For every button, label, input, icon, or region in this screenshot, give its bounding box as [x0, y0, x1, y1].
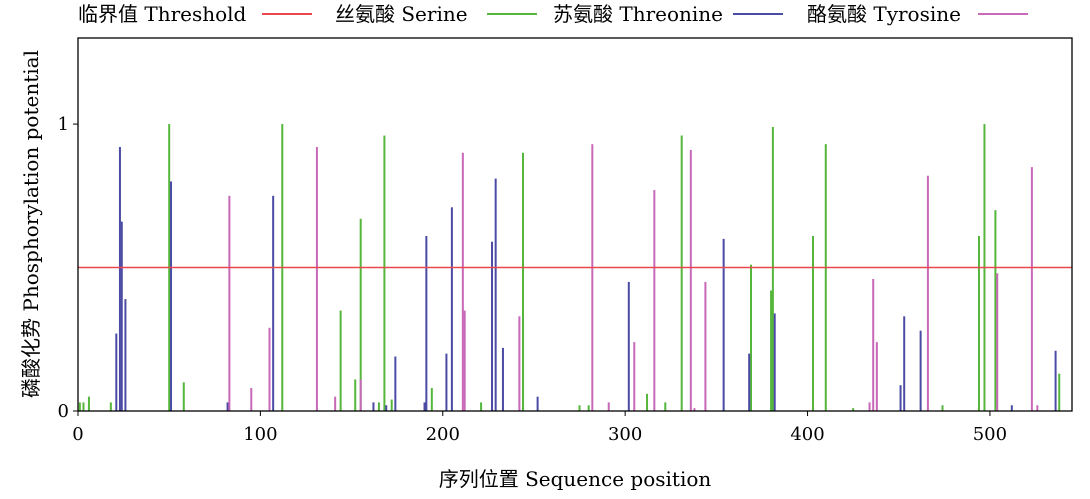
bar-series-2-2 [268, 327, 271, 411]
bar-series-1-13 [450, 207, 453, 411]
bar-series-0-22 [770, 290, 773, 411]
bar-series-2-18 [875, 342, 878, 411]
bar-series-1-6 [272, 195, 275, 411]
bar-series-1-25 [1010, 405, 1013, 411]
legend-threshold-label: 临界值 Threshold [78, 2, 247, 26]
bar-series-0-1 [82, 402, 85, 411]
bar-series-1-18 [627, 281, 630, 411]
bar-series-1-20 [748, 353, 751, 411]
x-tick-label-1: 100 [243, 424, 277, 445]
bar-series-0-12 [390, 399, 393, 411]
bar-series-0-15 [522, 152, 525, 411]
bar-series-2-10 [607, 402, 610, 411]
legend: 临界值 Threshold 丝氨酸 Serine 苏氨酸 Threonine 酪… [78, 2, 1028, 26]
legend-threonine-label: 苏氨酸 Threonine [553, 2, 723, 26]
bar-series-1-26 [1054, 350, 1057, 411]
bar-series-0-19 [664, 402, 667, 411]
bar-series-1-8 [385, 405, 388, 411]
plot-frame [77, 37, 1073, 412]
bar-series-0-31 [1058, 373, 1061, 411]
bar-series-0-25 [824, 144, 827, 411]
bar-series-2-0 [228, 195, 231, 411]
y-tick-label-1: 1 [58, 114, 69, 135]
x-axis-ticks: 0 100 200 300 400 500 [72, 411, 1007, 445]
bar-series-0-27 [941, 405, 944, 411]
bar-series-0-9 [359, 218, 362, 411]
bar-series-2-13 [689, 149, 692, 411]
bar-series-0-23 [771, 126, 774, 411]
bar-series-0-18 [646, 393, 649, 411]
bar-series-1-9 [394, 356, 397, 411]
bar-series-2-14 [693, 408, 696, 411]
bar-series-0-3 [109, 402, 112, 411]
bar-series-2-11 [633, 342, 636, 411]
bar-series-1-3 [124, 299, 127, 411]
bar-series-0-13 [430, 388, 433, 411]
bar-series-1-24 [919, 330, 922, 411]
x-tick-label-4: 400 [790, 424, 824, 445]
bar-series-0-2 [87, 396, 90, 411]
legend-serine-label: 丝氨酸 Serine [335, 2, 468, 26]
bar-series-0-21 [750, 264, 753, 411]
bar-series-2-9 [591, 144, 594, 411]
bar-series-1-2 [120, 221, 123, 411]
bar-series-2-5 [359, 379, 362, 411]
bar-series-2-8 [518, 316, 521, 411]
bar-series-2-19 [926, 175, 929, 411]
bar-series-1-14 [491, 241, 494, 411]
bar-series-1-16 [501, 347, 504, 411]
bar-series-0-0 [78, 402, 81, 411]
bar-series-1-23 [903, 316, 906, 411]
bar-series-2-16 [868, 402, 871, 411]
bar-series-0-26 [852, 408, 855, 411]
bar-series-2-3 [315, 147, 318, 411]
bar-series-0-28 [977, 235, 980, 411]
bar-series-2-6 [461, 152, 464, 411]
bar-series-1-7 [372, 402, 375, 411]
bar-series-1-17 [536, 396, 539, 411]
bar-series-1-19 [722, 238, 725, 411]
legend-tyrosine-label: 酪氨酸 Tyrosine [807, 2, 961, 26]
bar-series-2-1 [250, 388, 253, 411]
y-tick-label-0: 0 [58, 401, 69, 422]
bar-series-0-17 [587, 405, 590, 411]
bar-series-2-4 [334, 396, 337, 411]
bar-series-0-10 [377, 402, 380, 411]
bar-series-2-12 [653, 190, 656, 411]
x-tick-label-0: 0 [72, 424, 83, 445]
bar-series-1-21 [773, 313, 776, 411]
bar-series-1-0 [115, 333, 118, 411]
bar-series-1-11 [425, 235, 428, 411]
bar-series-2-20 [996, 273, 999, 411]
bar-series-1-22 [899, 385, 902, 411]
bar-series-0-8 [354, 379, 357, 411]
bar-series-1-12 [445, 353, 448, 411]
bar-series-1-4 [170, 181, 173, 411]
y-axis-title: 磷酸化势 Phosphorylation potential [19, 50, 43, 398]
bar-series-0-7 [339, 310, 342, 411]
bar-series-2-17 [872, 279, 875, 411]
y-axis-ticks: 01 [58, 114, 78, 422]
x-tick-label-2: 200 [426, 424, 460, 445]
bar-series-0-30 [994, 210, 997, 411]
bar-series-0-20 [680, 135, 683, 412]
bar-series-0-24 [812, 235, 815, 411]
bar-series-1-10 [423, 402, 426, 411]
bar-series-2-15 [704, 281, 707, 411]
bar-series-0-11 [383, 135, 386, 412]
x-axis-title: 序列位置 Sequence position [439, 467, 712, 491]
bar-series-2-7 [463, 310, 466, 411]
bar-series-0-14 [480, 402, 483, 411]
bar-series-0-5 [182, 382, 185, 411]
bar-series-1-5 [226, 402, 229, 411]
x-tick-label-3: 300 [608, 424, 642, 445]
bar-series-1-15 [494, 178, 497, 411]
bar-series-2-22 [1036, 405, 1039, 411]
bar-series-2-21 [1030, 167, 1033, 411]
bar-series-0-16 [578, 405, 581, 411]
x-tick-label-5: 500 [973, 424, 1007, 445]
bar-series-1-1 [118, 147, 121, 411]
